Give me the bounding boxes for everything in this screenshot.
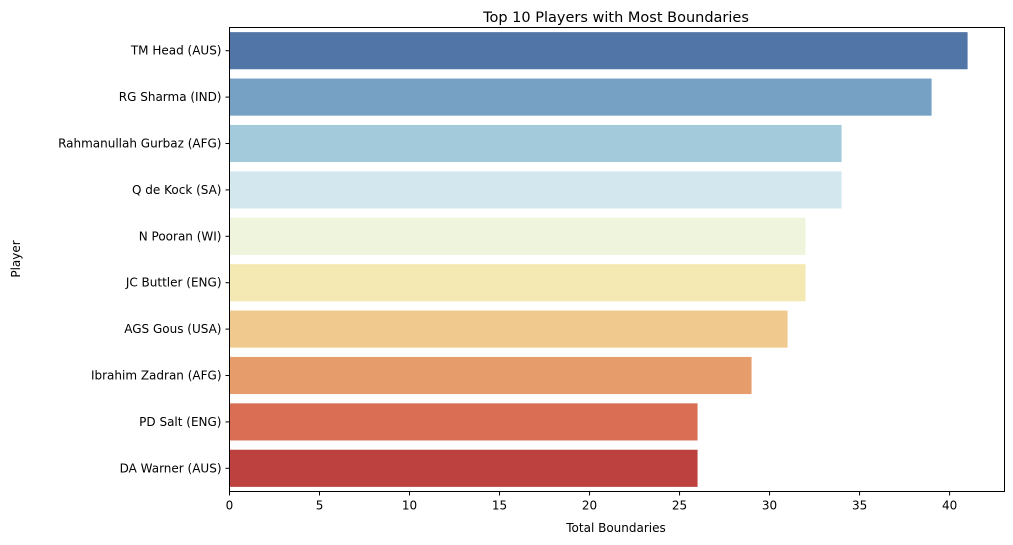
y-axis-title: Player	[9, 240, 23, 277]
x-tick-label: 25	[672, 499, 687, 513]
bar	[229, 264, 806, 302]
y-tick-label: DA Warner (AUS)	[120, 461, 222, 475]
bar	[229, 217, 806, 255]
x-tick-label: 40	[942, 499, 957, 513]
bar	[229, 403, 698, 441]
x-tick-label: 20	[582, 499, 597, 513]
y-tick-label: AGS Gous (USA)	[124, 322, 221, 336]
x-ticks: 0 5 10 15 20 25 30 35 40	[226, 491, 957, 513]
y-tick-label: Ibrahim Zadran (AFG)	[91, 369, 222, 383]
bar	[229, 356, 752, 395]
x-tick-label: 5	[316, 499, 324, 513]
bar	[229, 124, 842, 163]
x-axis-title: Total Boundaries	[565, 521, 666, 535]
y-tick-labels: TM Head (AUS) RG Sharma (IND) Rahmanullah …	[58, 44, 230, 475]
chart-title: Top 10 Players with Most Boundaries	[482, 10, 749, 26]
x-tick-label: 10	[402, 499, 417, 513]
y-tick-label: PD Salt (ENG)	[139, 415, 221, 429]
y-tick-label: Q de Kock (SA)	[132, 183, 221, 197]
x-tick-label: 15	[492, 499, 507, 513]
bars-group	[229, 32, 968, 487]
y-tick-label: TM Head (AUS)	[130, 44, 222, 58]
bar	[229, 32, 968, 70]
y-tick-label: N Pooran (WI)	[139, 229, 222, 243]
y-tick-label: Rahmanullah Gurbaz (AFG)	[58, 137, 221, 151]
bar	[229, 310, 788, 348]
y-tick-label: JC Buttler (ENG)	[125, 276, 222, 290]
bar	[229, 171, 842, 209]
x-tick-label: 35	[852, 499, 867, 513]
bar	[229, 78, 932, 116]
plot-frame	[229, 27, 1005, 492]
x-tick-label: 30	[762, 499, 777, 513]
x-tick-label: 0	[226, 499, 234, 513]
bar	[229, 449, 698, 487]
y-tick-label: RG Sharma (IND)	[119, 90, 222, 104]
